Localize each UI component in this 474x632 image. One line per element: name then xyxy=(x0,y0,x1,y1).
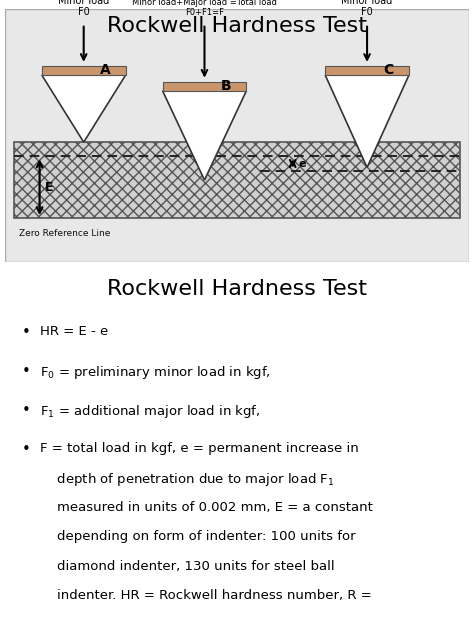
Text: •: • xyxy=(21,364,30,379)
Text: Minor load
F0: Minor load F0 xyxy=(341,0,392,17)
Text: depending on form of indenter: 100 units for: depending on form of indenter: 100 units… xyxy=(40,530,356,544)
Text: indenter. HR = Rockwell hardness number, R =: indenter. HR = Rockwell hardness number,… xyxy=(40,590,372,602)
Text: E: E xyxy=(45,181,54,194)
Polygon shape xyxy=(325,75,409,167)
Text: Minor load
F0: Minor load F0 xyxy=(58,0,109,17)
Text: Rockwell Hardness Test: Rockwell Hardness Test xyxy=(107,279,367,299)
Text: Zero Reference Line: Zero Reference Line xyxy=(18,229,110,238)
Text: C: C xyxy=(383,63,393,77)
Text: diamond indenter, 130 units for steel ball: diamond indenter, 130 units for steel ba… xyxy=(40,560,335,573)
Text: B: B xyxy=(221,79,231,93)
Text: Minor load+Major load =Total load
F0+F1=F: Minor load+Major load =Total load F0+F1=… xyxy=(132,0,277,17)
Text: F = total load in kgf, e = permanent increase in: F = total load in kgf, e = permanent inc… xyxy=(40,442,359,454)
Text: measured in units of 0.002 mm, E = a constant: measured in units of 0.002 mm, E = a con… xyxy=(40,501,373,514)
Text: A: A xyxy=(100,63,111,77)
Text: •: • xyxy=(21,442,30,456)
Text: F$_1$ = additional major load in kgf,: F$_1$ = additional major load in kgf, xyxy=(40,403,261,420)
Text: Rockwell Hardness Test: Rockwell Hardness Test xyxy=(107,16,367,36)
Text: •: • xyxy=(21,325,30,340)
Bar xyxy=(42,66,126,75)
Bar xyxy=(163,82,246,91)
Bar xyxy=(14,142,460,218)
Bar xyxy=(325,66,409,75)
Text: HR = E - e: HR = E - e xyxy=(40,325,109,338)
Polygon shape xyxy=(163,91,246,180)
Text: e: e xyxy=(298,159,306,169)
FancyBboxPatch shape xyxy=(5,9,469,262)
Text: F$_0$ = preliminary minor load in kgf,: F$_0$ = preliminary minor load in kgf, xyxy=(40,364,271,381)
Text: •: • xyxy=(21,403,30,418)
Polygon shape xyxy=(42,75,126,142)
Text: depth of penetration due to major load F$_1$: depth of penetration due to major load F… xyxy=(40,471,335,488)
